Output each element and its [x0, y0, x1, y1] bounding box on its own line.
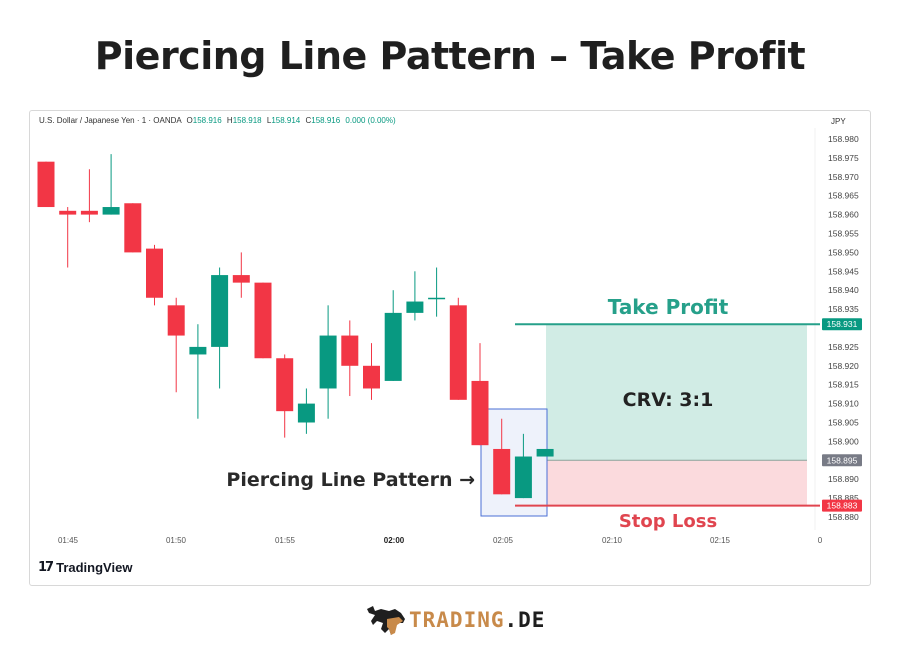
open-value: 158.916 — [192, 116, 222, 125]
brand-logo: TRADING.DE — [365, 603, 545, 637]
candle-bullish[interactable] — [428, 297, 446, 300]
time-tick: 01:55 — [275, 536, 296, 545]
candle-bearish[interactable] — [59, 210, 77, 215]
price-tick: 158.950 — [828, 247, 859, 257]
candle-bearish[interactable] — [124, 203, 142, 253]
high-value: 158.918 — [232, 116, 262, 125]
candle-bullish[interactable] — [297, 403, 315, 423]
symbol-name: U.S. Dollar / Japanese Yen · 1 · OANDA — [39, 116, 182, 125]
price-tick: 158.905 — [828, 418, 859, 428]
price-tick: 158.935 — [828, 304, 859, 314]
candle-bearish[interactable] — [232, 275, 250, 283]
candle-bullish[interactable] — [384, 312, 402, 381]
candle-bullish[interactable] — [406, 301, 424, 313]
candle-bearish[interactable] — [80, 210, 98, 215]
entry-price-tag — [822, 454, 862, 467]
take-profit-zone — [546, 324, 807, 461]
candle-bullish[interactable] — [319, 335, 337, 389]
bull-icon — [367, 606, 405, 635]
price-tick: 158.960 — [828, 210, 859, 220]
candle-bearish[interactable] — [146, 248, 163, 298]
price-tick: 158.955 — [828, 229, 859, 239]
candle-bullish[interactable] — [102, 207, 120, 215]
brand-name: TRADING — [409, 608, 505, 632]
candle-bullish[interactable] — [189, 346, 207, 355]
candle-bearish[interactable] — [341, 335, 359, 366]
price-tick: 158.970 — [828, 172, 859, 182]
tradingview-logo-text: TradingView — [56, 560, 133, 575]
price-tick: 158.925 — [828, 342, 859, 352]
stop_loss-price-tag — [822, 499, 862, 512]
time-tick: 0 — [818, 536, 823, 545]
candle-bullish[interactable] — [211, 275, 229, 347]
pattern-label: Piercing Line Pattern → — [226, 469, 475, 491]
candle-bearish[interactable] — [449, 305, 467, 400]
price-tick: 158.945 — [828, 266, 859, 276]
price-tick: 158.940 — [828, 285, 859, 295]
candle-bearish[interactable] — [471, 380, 489, 446]
candle-bearish[interactable] — [493, 448, 511, 495]
stop-loss-label: Stop Loss — [619, 511, 717, 532]
tradingview-logo[interactable]: 17 TradingView — [38, 560, 132, 575]
price-tick: 158.910 — [828, 399, 859, 409]
tradingview-mark-icon: 17 — [38, 560, 54, 575]
candle-bearish[interactable] — [167, 305, 185, 336]
pattern-highlight-box — [480, 408, 548, 517]
price-tick: 158.900 — [828, 436, 859, 446]
price-tick: 158.890 — [828, 474, 859, 484]
symbol-legend: U.S. Dollar / Japanese Yen · 1 · OANDA O… — [39, 116, 396, 125]
time-tick: 02:05 — [493, 536, 514, 545]
time-tick: 01:45 — [58, 536, 79, 545]
entry-price-label: 158.895 — [827, 455, 858, 465]
close-value: 158.916 — [311, 116, 341, 125]
change-value: 0.000 (0.00%) — [345, 116, 396, 125]
risk-reward-label: CRV: 3:1 — [623, 389, 714, 411]
candle-bearish[interactable] — [276, 358, 294, 412]
brand-domain: .DE — [504, 608, 546, 632]
price-tick: 158.880 — [828, 512, 859, 522]
time-tick: 02:00 — [384, 536, 405, 545]
stop_loss-price-label: 158.883 — [827, 501, 858, 511]
candle-bearish[interactable] — [37, 161, 55, 208]
low-value: 158.914 — [271, 116, 301, 125]
stop-loss-zone — [546, 460, 807, 506]
candle-bearish[interactable] — [363, 365, 380, 389]
currency-label: JPY — [831, 117, 846, 126]
take-profit-label: Take Profit — [608, 295, 729, 319]
candle-bearish[interactable] — [254, 282, 272, 359]
price-tick: 158.980 — [828, 134, 859, 144]
candle-bullish[interactable] — [514, 456, 532, 499]
time-tick: 02:15 — [710, 536, 731, 545]
take_profit-price-tag — [822, 318, 862, 331]
take_profit-price-label: 158.931 — [827, 319, 858, 329]
price-tick: 158.885 — [828, 493, 859, 503]
page-title: Piercing Line Pattern – Take Profit — [94, 34, 806, 78]
candle-bullish[interactable] — [536, 448, 554, 457]
price-tick: 158.915 — [828, 380, 859, 390]
price-tick: 158.920 — [828, 361, 859, 371]
time-tick: 01:50 — [166, 536, 187, 545]
price-tick: 158.965 — [828, 191, 859, 201]
price-tick: 158.975 — [828, 153, 859, 163]
time-tick: 02:10 — [602, 536, 623, 545]
